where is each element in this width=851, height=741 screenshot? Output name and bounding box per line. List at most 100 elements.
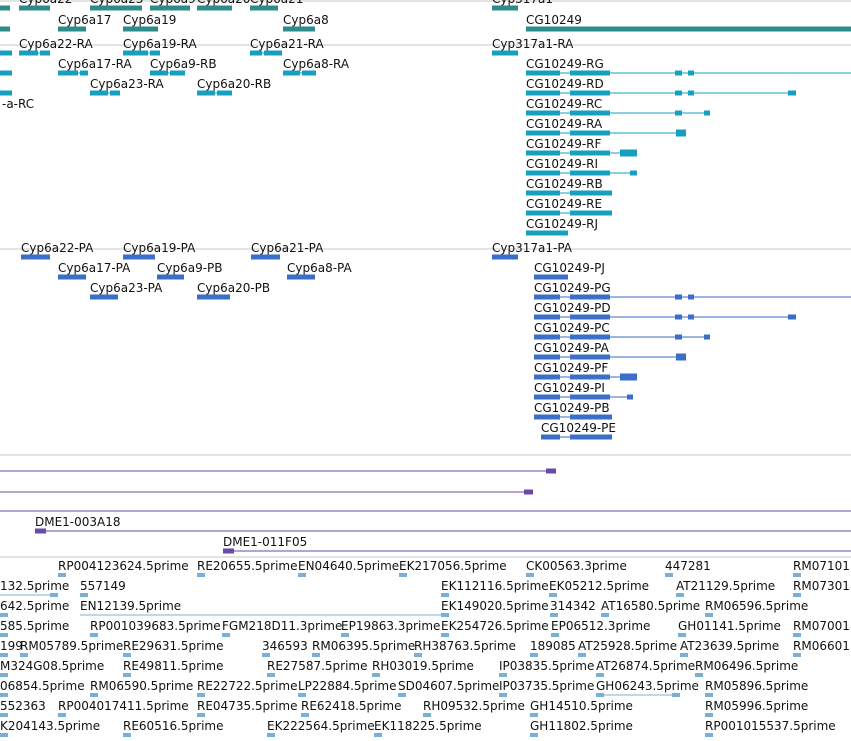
transcript-feature[interactable]: Cyp6a8-RA — [283, 57, 350, 76]
est-feature[interactable]: EK217056.5prime — [399, 559, 507, 577]
clone-feature[interactable]: DME1-003A18 — [35, 515, 851, 534]
est-feature[interactable]: RM07301 — [793, 579, 850, 597]
transcript-feature[interactable]: CG10249-RC — [526, 97, 710, 116]
protein-feature[interactable]: Cyp6a20-PB — [197, 281, 270, 300]
transcript-feature[interactable]: Cyp317a1-RA — [492, 37, 574, 56]
est-feature[interactable]: 585.5prime — [0, 619, 69, 637]
gene-feature[interactable]: Cyp6a20 — [197, 0, 250, 11]
est-feature[interactable]: RP004123624.5prime — [58, 559, 189, 577]
est-feature[interactable]: RH09532.5prime — [423, 699, 525, 717]
protein-feature[interactable]: CG10249-PA — [534, 341, 686, 361]
est-feature[interactable]: GH14510.5prime — [530, 699, 633, 717]
est-feature[interactable]: RE20655.5prime — [197, 559, 298, 577]
protein-feature[interactable]: CG10249-PE — [541, 421, 616, 440]
transcript-feature[interactable]: CG10249-RJ — [526, 217, 598, 236]
est-feature[interactable]: 552363 — [0, 699, 46, 717]
est-feature[interactable]: RE62418.5prime — [301, 699, 402, 717]
est-feature[interactable]: EK149020.5prime — [441, 599, 549, 617]
est-feature[interactable]: 06854.5prime — [0, 679, 85, 697]
est-feature[interactable]: RE29631.5prime — [123, 639, 224, 657]
transcript-feature[interactable]: CG10249-RF — [526, 137, 637, 157]
est-feature[interactable]: SD04607.5prime — [398, 679, 499, 697]
est-feature[interactable]: EK112116.5prime — [441, 579, 549, 597]
est-feature[interactable]: RE22722.5prime — [197, 679, 298, 697]
est-feature[interactable]: AT25928.5prime — [578, 639, 677, 657]
est-feature[interactable]: RE60516.5prime — [123, 719, 224, 737]
est-feature[interactable]: RM05896.5prime — [705, 679, 808, 697]
est-feature[interactable]: RH38763.5prime — [414, 639, 516, 657]
protein-feature[interactable]: Cyp6a21-PA — [251, 241, 324, 260]
est-feature[interactable]: RM06601 — [793, 639, 850, 657]
est-feature[interactable]: AT26874.5prime — [596, 659, 695, 677]
est-feature[interactable]: RM06496.5prime — [695, 659, 798, 677]
est-feature[interactable]: 189085 — [530, 639, 576, 657]
est-feature[interactable]: AT16580.5prime — [601, 599, 700, 617]
est-feature[interactable]: RH03019.5prime — [372, 659, 474, 677]
est-feature[interactable]: AT23639.5prime — [680, 639, 779, 657]
est-feature[interactable]: RM05789.5prime — [20, 639, 123, 657]
est-feature[interactable]: EK118225.5prime — [374, 719, 482, 737]
protein-feature[interactable]: Cyp6a22-PA — [21, 241, 94, 260]
gene-feature[interactable]: Cyp317a1 — [492, 0, 553, 11]
est-feature[interactable]: K204143.5prime — [0, 719, 100, 737]
clone-feature[interactable]: DME1-011F05 — [223, 535, 851, 554]
gene-feature[interactable]: Cyp6a22 — [19, 0, 72, 11]
est-feature[interactable]: EP19863.3prime — [341, 619, 440, 637]
est-feature[interactable]: GH11802.5prime — [530, 719, 633, 737]
gene-feature[interactable]: Cyp6a8 — [283, 13, 329, 32]
gene-feature[interactable]: CG10249 — [526, 13, 851, 32]
est-feature[interactable]: 199 — [0, 639, 23, 657]
est-feature[interactable]: AT21129.5prime — [676, 579, 775, 597]
transcript-feature[interactable]: Cyp6a23-RA — [90, 77, 165, 96]
transcript-feature[interactable]: Cyp6a22-RA — [19, 37, 94, 56]
est-feature[interactable]: RE04735.5prime — [197, 699, 298, 717]
est-feature[interactable]: EK222564.5prime — [267, 719, 375, 737]
protein-feature[interactable]: CG10249-PJ — [534, 261, 605, 280]
protein-feature[interactable]: CG10249-PI — [534, 381, 633, 400]
protein-feature[interactable]: CG10249-PC — [534, 321, 710, 340]
transcript-feature[interactable] — [0, 70, 12, 76]
est-feature[interactable]: IP03735.5prime — [499, 679, 594, 697]
est-feature[interactable]: RM06590.5prime — [90, 679, 193, 697]
est-feature[interactable]: EK05212.5prime — [549, 579, 649, 597]
transcript-feature[interactable] — [0, 50, 12, 56]
gene-feature[interactable] — [0, 5, 10, 11]
protein-feature[interactable]: Cyp6a19-PA — [123, 241, 196, 260]
est-feature[interactable]: EN04640.5prime — [298, 559, 399, 577]
est-feature[interactable]: M324G08.5prime — [0, 659, 104, 677]
est-feature[interactable]: EP06512.3prime — [551, 619, 650, 637]
est-feature[interactable]: RM05996.5prime — [705, 699, 808, 717]
est-feature[interactable]: RM07001 — [793, 619, 850, 637]
protein-feature[interactable]: CG10249-PB — [534, 401, 612, 420]
est-feature[interactable]: 557149 — [80, 579, 126, 597]
transcript-feature[interactable] — [0, 90, 12, 96]
protein-feature[interactable]: CG10249-PG — [534, 281, 851, 300]
transcript-feature[interactable]: CG10249-RI — [526, 157, 637, 176]
transcript-feature[interactable]: Cyp6a21-RA — [250, 37, 325, 56]
protein-feature[interactable]: Cyp6a9-PB — [157, 261, 223, 280]
transcript-feature[interactable]: CG10249-RB — [526, 177, 612, 196]
transcript-feature[interactable]: Cyp6a9-RB — [150, 57, 217, 76]
est-feature[interactable]: RE27587.5prime — [267, 659, 368, 677]
transcript-feature[interactable]: CG10249-RG — [526, 57, 851, 76]
est-feature[interactable]: RM06596.5prime — [705, 599, 808, 617]
protein-feature[interactable]: CG10249-PD — [534, 301, 796, 320]
clone-feature[interactable] — [0, 468, 556, 474]
est-feature[interactable]: RP001015537.5prime — [705, 719, 836, 737]
gene-feature[interactable]: Cyp6a23 — [90, 0, 143, 11]
transcript-feature[interactable]: Cyp6a17-RA — [58, 57, 133, 76]
est-feature[interactable]: GH06243.5prime — [596, 679, 699, 697]
transcript-feature[interactable]: CG10249-RD — [526, 77, 796, 96]
est-feature[interactable]: IP03835.5prime — [499, 659, 594, 677]
est-feature[interactable]: FGM218D11.3prime — [222, 619, 342, 637]
est-feature[interactable]: LP22884.5prime — [298, 679, 397, 697]
gene-feature[interactable] — [0, 26, 10, 32]
protein-feature[interactable]: CG10249-PF — [534, 361, 637, 381]
est-feature[interactable]: RM07101 — [793, 559, 850, 577]
est-feature[interactable]: RM06395.5prime — [312, 639, 415, 657]
est-feature[interactable]: 642.5prime — [0, 599, 69, 617]
est-feature[interactable]: RE49811.5prime — [123, 659, 224, 677]
transcript-feature[interactable]: Cyp6a20-RB — [197, 77, 271, 96]
gene-feature[interactable]: Cyp6a21 — [250, 0, 303, 11]
clone-feature[interactable] — [0, 489, 533, 495]
